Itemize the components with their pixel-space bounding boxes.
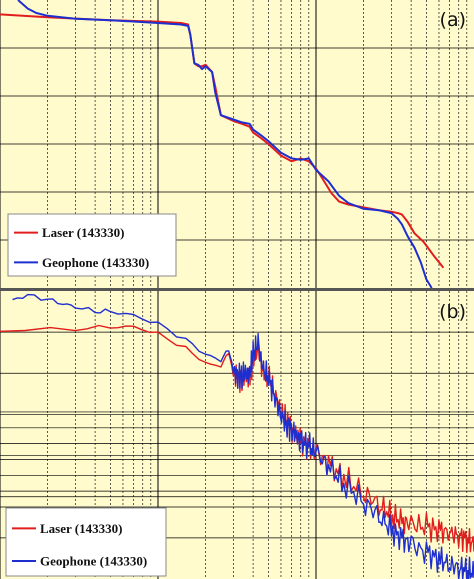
legend-box-a: [7, 213, 177, 277]
panel-label-a: (a): [440, 9, 466, 31]
legend-label-geophone-b: Geophone (143330): [40, 554, 147, 569]
series-line-geophone: [12, 293, 474, 579]
panel-a: (a) Laser (143330) Geophone (143330): [0, 0, 474, 289]
legend-box-b: [5, 507, 167, 577]
legend-b: Laser (143330) Geophone (143330): [5, 507, 167, 577]
legend-label-geophone-a: Geophone (143330): [42, 255, 149, 270]
series-a: [0, 0, 445, 289]
grid-a: [0, 0, 474, 288]
legend-label-laser-a: Laser (143330): [42, 225, 124, 240]
series-b: [0, 293, 474, 579]
legend-a: Laser (143330) Geophone (143330): [7, 213, 177, 277]
legend-label-laser-b: Laser (143330): [40, 521, 122, 536]
series-line-geophone: [17, 0, 433, 289]
panel-b: (b) Laser (143330) Geophone (143330): [0, 291, 474, 579]
panel-label-b: (b): [439, 301, 466, 323]
